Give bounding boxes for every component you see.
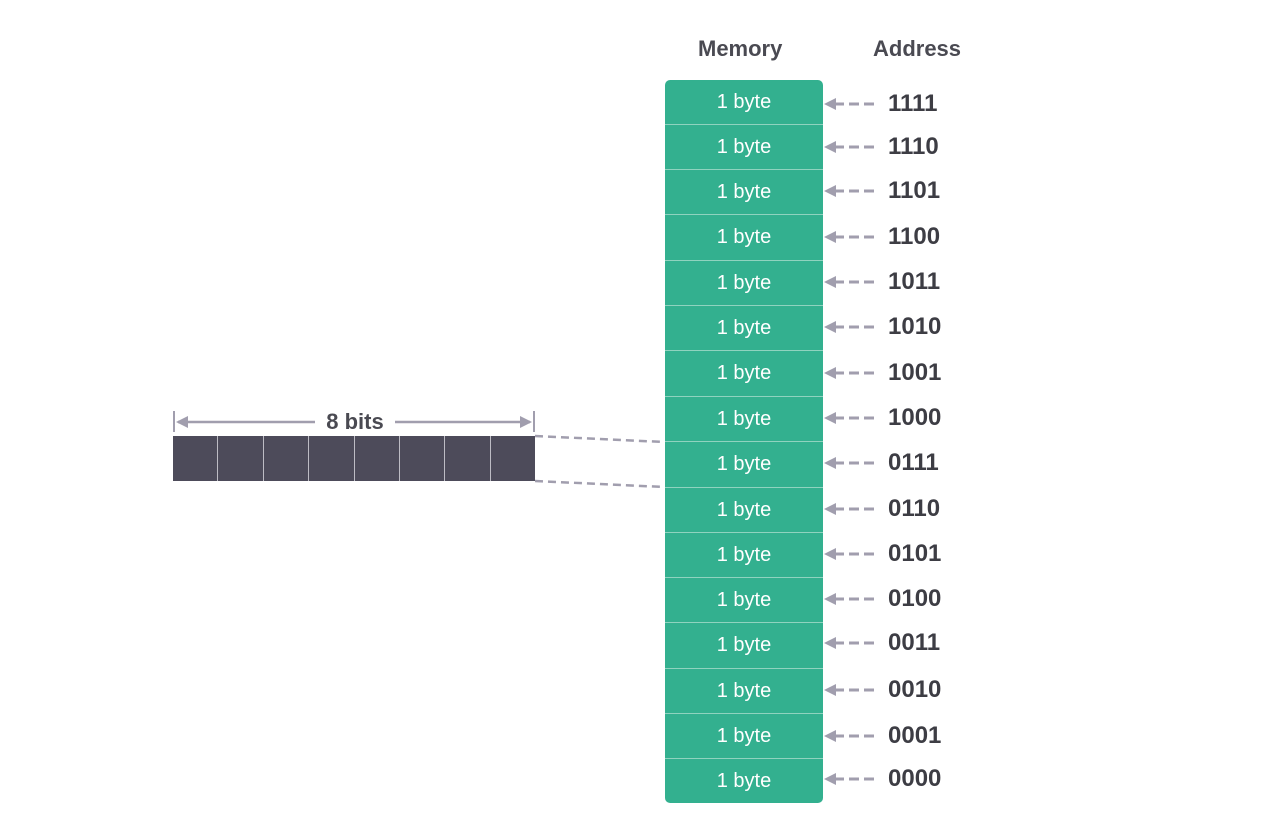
address-pointer-arrow: [824, 773, 879, 785]
address-label: 1011: [888, 268, 941, 295]
address-label: 0011: [888, 629, 941, 656]
address-pointer-arrow: [824, 276, 879, 288]
bit-cell: [353, 436, 399, 481]
address-label: 0101: [888, 540, 942, 567]
address-pointer-arrow: [824, 321, 879, 333]
address-pointer-arrow: [824, 98, 879, 110]
memory-cell: 1 byte: [716, 90, 772, 113]
memory-cell: 1 byte: [665, 622, 823, 668]
address-label: 1000: [888, 404, 942, 431]
memory-cell: 1 byte: [665, 713, 823, 758]
bits-label: 8 bits: [315, 409, 395, 435]
memory-cell: 1 byte: [665, 260, 823, 305]
memory-cell: 1 byte: [665, 305, 823, 350]
memory-cell: 1 byte: [665, 758, 823, 803]
address-label: 0110: [888, 495, 941, 522]
zoom-connector-bottom: [534, 479, 665, 489]
memory-cell: 1 byte: [665, 350, 823, 396]
memory-column: 1 byte 1 byte 1 byte 1 byte 1 byte 1 byte 1 by…: [665, 80, 823, 803]
address-pointer-arrow: [824, 503, 879, 515]
memory-cell: 1 byte: [665, 214, 823, 260]
address-label: 0001: [888, 722, 942, 749]
byte-bit-strip: [173, 436, 535, 481]
address-label: 1111: [888, 90, 938, 117]
address-label: 0010: [888, 676, 942, 703]
address-pointer-arrow: [824, 141, 879, 153]
bit-cell: [398, 436, 445, 481]
memory-cell: 1 byte: [665, 396, 823, 441]
address-label: 1001: [888, 359, 942, 386]
bit-cell: [308, 436, 354, 481]
bit-cell: [489, 436, 535, 481]
address-pointer-arrow: [824, 730, 879, 742]
address-label: 1110: [888, 133, 939, 160]
address-label: 1100: [888, 223, 941, 250]
address-label: 1101: [888, 177, 941, 204]
address-pointer-arrow: [824, 637, 879, 649]
memory-cell: 1 byte: [665, 441, 823, 487]
bit-cell: [262, 436, 309, 481]
memory-cell: 1 byte: [665, 124, 823, 169]
memory-cell: 1 byte: [665, 487, 823, 532]
address-pointer-arrow: [824, 457, 879, 469]
address-label: 0100: [888, 585, 942, 612]
address-pointer-arrow: [824, 412, 879, 424]
address-pointer-arrow: [824, 231, 879, 243]
bit-cell: [217, 436, 263, 481]
address-pointer-arrow: [824, 684, 879, 696]
memory-cell: 1 byte: [665, 577, 823, 622]
address-pointer-arrow: [824, 593, 879, 605]
address-pointer-arrow: [824, 185, 879, 197]
address-label: 0000: [888, 765, 942, 792]
address-label: 0111: [888, 449, 939, 476]
address-header: Address: [873, 36, 962, 61]
address-pointer-arrow: [824, 548, 879, 560]
memory-cell: 1 byte: [665, 169, 823, 214]
bit-cell: [444, 436, 490, 481]
bit-cell: [173, 436, 218, 481]
memory-header: Memory: [698, 36, 783, 61]
memory-cell: 1 byte: [665, 668, 823, 713]
address-label: 1010: [888, 313, 942, 340]
address-pointer-arrow: [824, 367, 879, 379]
zoom-connector-top: [534, 434, 665, 444]
memory-cell: 1 byte: [665, 532, 823, 577]
